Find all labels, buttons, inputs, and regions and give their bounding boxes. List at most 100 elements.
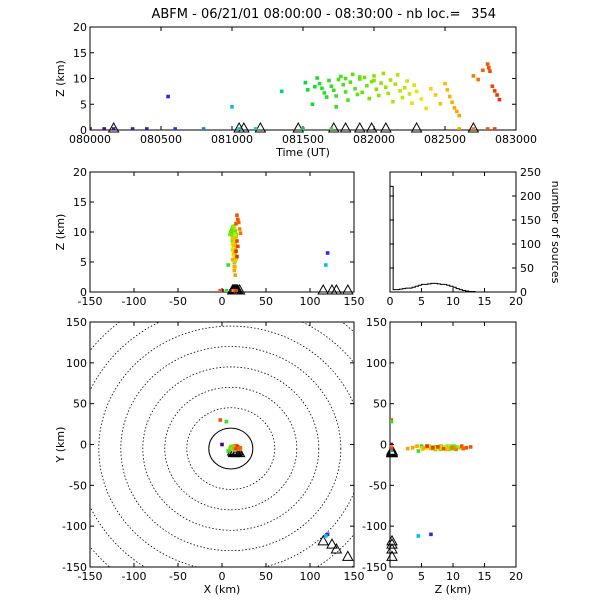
station-marker	[326, 538, 338, 549]
altitude-histogram-y-axis-label: number of sources	[549, 181, 562, 284]
station-marker	[386, 445, 398, 457]
source-point	[334, 105, 338, 109]
source-point	[407, 92, 412, 96]
source-point	[376, 93, 381, 98]
source-point	[343, 90, 348, 94]
source-point	[402, 85, 407, 90]
source-point	[431, 445, 435, 450]
source-point	[445, 88, 450, 92]
x-z-x-tick-label: 100	[300, 295, 321, 308]
source-point	[235, 239, 239, 243]
station-marker	[317, 534, 330, 546]
source-point	[233, 273, 237, 277]
plan-view-x-tick-label: -150	[78, 570, 103, 583]
plan-view-x-tick-label: -100	[122, 570, 147, 583]
z-y-x-tick-label: 15	[478, 570, 492, 583]
source-point	[228, 446, 232, 451]
source-point	[235, 444, 239, 448]
station-marker	[330, 283, 343, 295]
source-point	[388, 78, 393, 82]
source-point	[317, 81, 322, 86]
station-marker	[386, 550, 398, 561]
source-point	[416, 534, 421, 538]
source-point	[476, 77, 480, 82]
source-point	[232, 254, 237, 258]
source-point	[441, 446, 446, 451]
station-marker	[341, 550, 354, 561]
plan-view-y-tick-label: -50	[69, 479, 87, 492]
source-point	[384, 85, 388, 90]
source-point	[471, 127, 476, 130]
source-count: 354	[471, 7, 496, 22]
altitude-histogram-x-tick-label: 0	[387, 295, 394, 308]
altitude-histogram-y-tick-label: 100	[520, 238, 541, 251]
z-y-x-tick-label: 10	[446, 570, 460, 583]
source-point	[334, 94, 338, 98]
source-point	[492, 89, 497, 93]
source-point	[449, 445, 454, 450]
time-height-x-tick-label: 082000	[353, 133, 395, 146]
time-height-x-tick-label: 081500	[282, 133, 324, 146]
source-point	[436, 445, 440, 449]
z-y-y-tick-label: 0	[380, 439, 387, 452]
source-point	[228, 232, 232, 237]
range-ring	[208, 427, 254, 470]
time-height-x-tick-label: 081000	[211, 133, 253, 146]
range-ring	[186, 407, 276, 490]
source-point	[358, 75, 362, 79]
source-point	[438, 101, 443, 106]
altitude-histogram-frame	[389, 171, 517, 293]
source-point	[235, 213, 239, 217]
source-point	[234, 249, 238, 253]
x-z-y-tick-label: 5	[80, 256, 87, 269]
source-point	[391, 99, 395, 104]
x-z-frame	[89, 171, 355, 293]
source-point	[234, 289, 238, 292]
source-point	[460, 444, 464, 448]
station-marker	[233, 446, 246, 458]
source-point	[464, 445, 469, 450]
range-ring	[164, 386, 298, 511]
source-point	[365, 83, 369, 88]
z-y-x-tick-label: 0	[387, 570, 394, 583]
z-y-x-tick-label: 5	[418, 570, 425, 583]
source-point	[492, 127, 497, 130]
source-point	[419, 97, 424, 101]
source-point	[313, 84, 317, 89]
source-point	[450, 100, 454, 104]
source-point	[405, 446, 410, 451]
z-y-x-tick-label: 20	[509, 570, 523, 583]
plan-view-x-tick-label: 0	[219, 570, 226, 583]
source-point	[447, 94, 452, 99]
source-point	[468, 445, 473, 449]
altitude-histogram-x-tick-label: 10	[446, 295, 460, 308]
x-z-x-tick-label: -150	[78, 295, 103, 308]
source-point	[461, 446, 465, 451]
source-point	[353, 87, 357, 91]
source-point	[457, 445, 462, 450]
altitude-histogram-y-tick-label: 250	[520, 166, 541, 179]
source-point	[238, 231, 243, 235]
source-point	[320, 86, 324, 91]
source-point	[348, 80, 353, 84]
source-point	[301, 127, 305, 130]
source-point	[305, 88, 310, 92]
source-point	[485, 127, 490, 130]
source-point	[233, 259, 237, 264]
source-point	[412, 83, 417, 87]
source-point	[233, 233, 237, 237]
x-z-x-tick-label: -100	[122, 295, 147, 308]
station-marker	[237, 121, 250, 133]
plan-view-x-tick-label: 100	[300, 570, 321, 583]
source-point	[471, 74, 476, 78]
time-height-x-tick-label: 083000	[495, 133, 537, 146]
source-point	[226, 263, 230, 267]
source-point	[386, 91, 390, 96]
source-point	[232, 264, 237, 268]
source-point	[355, 92, 360, 97]
source-point	[236, 217, 240, 222]
source-point	[324, 95, 329, 99]
source-point	[393, 82, 398, 86]
z-y-y-tick-label: 100	[366, 357, 387, 370]
